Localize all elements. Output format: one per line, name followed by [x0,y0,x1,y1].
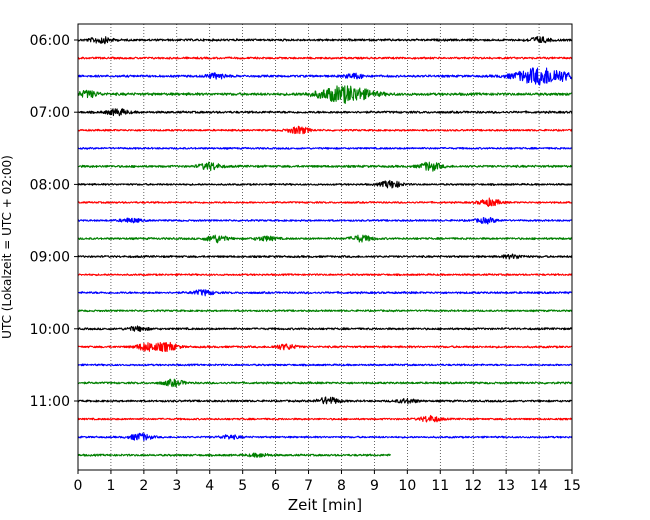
trace-line [77,125,573,135]
x-tick-label: 11 [431,478,449,494]
trace-line [77,146,573,150]
x-tick-label: 5 [238,478,247,494]
trace-line [77,85,573,104]
trace-line [77,289,573,297]
trace-line [77,309,573,313]
x-tick-label: 14 [530,478,548,494]
y-tick-label: 10:00 [30,322,70,338]
y-axis-label: UTC (Lokalzeit = UTC + 02:00) [0,155,14,339]
x-tick-label: 8 [337,478,346,494]
trace-line [77,234,573,244]
x-tick-label: 13 [497,478,515,494]
x-tick-label: 4 [205,478,214,494]
trace-line [77,179,573,189]
x-tick-label: 0 [74,478,83,494]
x-axis-label: Zeit [min] [288,496,362,514]
y-axis-ticks: 06:00 07:00 08:00 09:00 10:00 11:00 [30,33,78,410]
trace-line [77,341,573,352]
plot-frame [77,23,573,471]
trace-line [77,108,573,117]
x-tick-label: 1 [106,478,115,494]
x-tick-label: 12 [464,478,482,494]
trace-line [77,325,573,333]
y-tick-label: 06:00 [30,33,70,49]
trace-line [77,197,573,207]
y-tick-label: 11:00 [30,394,70,410]
trace-line [77,363,573,367]
trace-line [77,56,573,60]
x-tick-label: 6 [271,478,280,494]
x-tick-label: 3 [172,478,181,494]
trace-line [77,67,573,86]
y-tick-label: 08:00 [30,177,70,193]
x-tick-label: 9 [370,478,379,494]
trace-line [77,396,573,405]
trace-line [77,273,573,277]
x-tick-label: 2 [139,478,148,494]
vertical-grid [110,24,540,470]
x-tick-label: 15 [563,478,581,494]
x-tick-label: 10 [398,478,416,494]
trace-line [77,161,573,172]
trace-line [77,432,573,442]
trace-line [77,378,573,388]
y-tick-label: 09:00 [30,250,70,266]
trace-group [77,36,573,458]
y-tick-label: 07:00 [30,105,70,121]
trace-line [77,216,573,225]
trace-line [77,36,573,45]
trace-line [77,253,573,260]
trace-line [77,452,392,458]
x-axis-ticks: 0 1 2 3 4 5 6 7 8 9 10 11 12 13 14 15 [74,470,581,494]
x-tick-label: 7 [304,478,313,494]
trace-line [77,414,573,423]
